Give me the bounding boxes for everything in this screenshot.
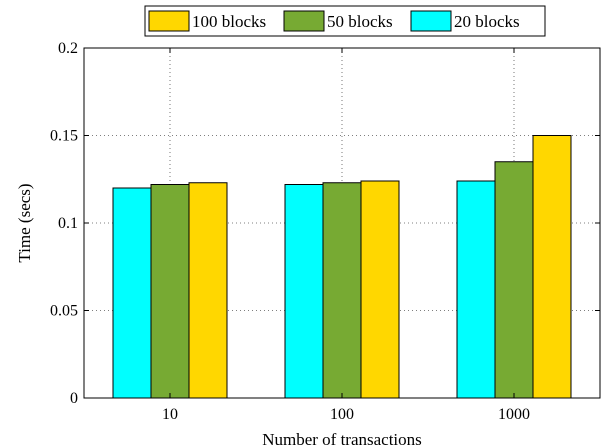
x-axis-title: Number of transactions [262,430,422,448]
x-tick-label: 1000 [498,406,530,423]
legend-label-20-blocks: 20 blocks [454,12,520,31]
bars [112,135,572,399]
y-tick-label: 0 [70,390,78,407]
legend-swatch-50-blocks [283,10,325,32]
y-axis: 0 0.05 0.1 0.15 0.2 [50,40,600,407]
legend-box [144,5,546,37]
y-tick-label: 0.1 [58,215,78,232]
legend-swatch-20-blocks [410,10,452,32]
y-tick-label: 0.15 [50,128,78,145]
legend: 100 blocks 50 blocks 20 blocks [144,5,546,37]
x-axis: 10 100 1000 [162,48,530,423]
bar-20-blocks-100 [284,184,324,399]
bar-20-blocks-10 [112,187,152,399]
bar-20-blocks-1000 [456,180,496,399]
y-tick-label: 0.05 [50,303,78,320]
y-axis-title: Time (secs) [15,183,34,262]
x-tick-label: 100 [330,406,354,423]
y-tick-label: 0.2 [58,40,78,57]
legend-label-50-blocks: 50 blocks [327,12,393,31]
legend-swatch-100-blocks [148,10,190,32]
bar-50-blocks-1000 [494,161,534,399]
x-tick-label: 10 [162,406,178,423]
bar-100-blocks-1000 [532,135,572,399]
bar-100-blocks-10 [188,182,228,399]
legend-label-100-blocks: 100 blocks [192,12,266,31]
bar-100-blocks-100 [360,180,400,399]
bar-50-blocks-10 [150,184,190,399]
bar-50-blocks-100 [322,182,362,399]
